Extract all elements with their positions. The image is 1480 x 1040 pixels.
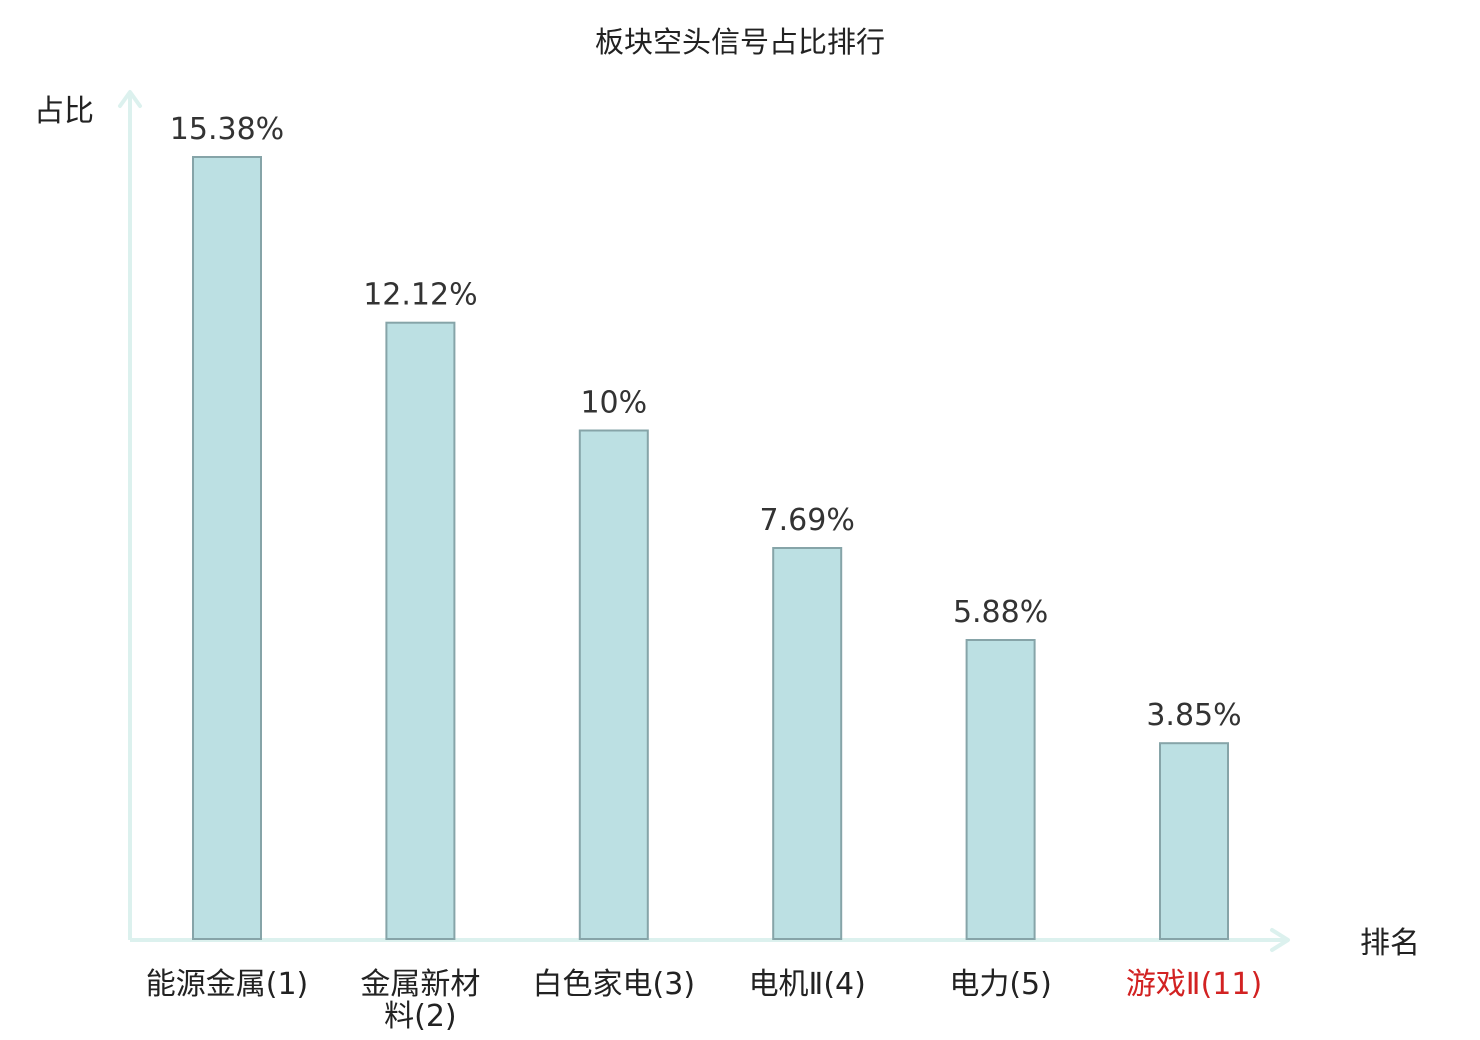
value-labels-group: 15.38% 12.12% 10% 7.69% 5.88% 3.85%: [170, 112, 1242, 733]
value-label-5: 5.88%: [953, 595, 1048, 630]
bar-1: [192, 156, 262, 940]
bar-3: [578, 429, 649, 940]
value-label-6: 3.85%: [1146, 698, 1241, 733]
bar-6: [1159, 742, 1229, 941]
bars-group: [192, 156, 1229, 941]
value-label-2: 12.12%: [363, 278, 477, 313]
value-label-1: 15.38%: [170, 112, 284, 147]
category-label-2-line-2: 料(2): [384, 999, 457, 1034]
bar-5: [965, 639, 1036, 940]
y-axis-arrow: [118, 90, 142, 108]
bar-4: [772, 547, 843, 940]
axes: [118, 90, 1290, 952]
x-axis-title: 排名: [1360, 926, 1420, 961]
y-axis-title: 占比: [34, 94, 94, 129]
x-axis-arrow: [1270, 928, 1290, 952]
category-label-2-line-1: 金属新材: [360, 967, 480, 1002]
category-label-6: 游戏Ⅱ(11): [1126, 967, 1262, 1002]
category-label-4: 电机Ⅱ(4): [749, 967, 866, 1002]
value-label-3: 10%: [580, 386, 647, 421]
value-label-4: 7.69%: [760, 503, 855, 538]
category-label-1: 能源金属(1): [146, 967, 309, 1002]
chart-title: 板块空头信号占比排行: [595, 25, 885, 59]
category-label-5: 电力(5): [949, 967, 1052, 1002]
category-label-3: 白色家电(3): [533, 967, 696, 1002]
bar-2: [385, 321, 456, 940]
